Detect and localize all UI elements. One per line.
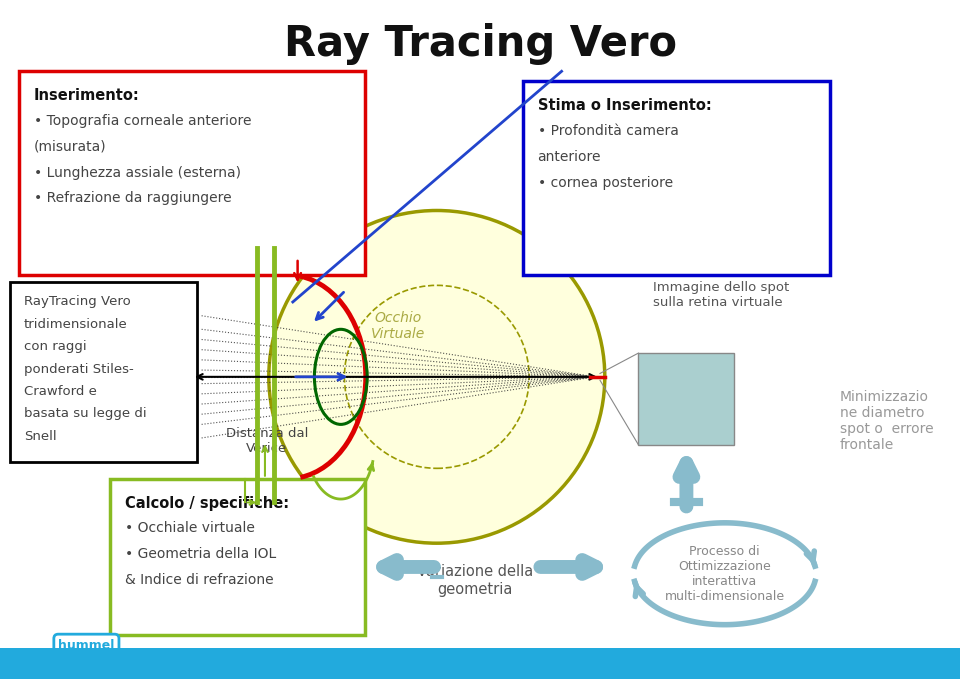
Bar bbox=[638, 353, 734, 445]
Text: Calcolo / specifiche:: Calcolo / specifiche: bbox=[125, 496, 289, 511]
Bar bbox=[10, 282, 197, 462]
Text: Stima o Inserimento:: Stima o Inserimento: bbox=[538, 98, 711, 113]
Text: • Refrazione da raggiungere: • Refrazione da raggiungere bbox=[34, 191, 231, 206]
Text: Immagine dello spot
sulla retina virtuale: Immagine dello spot sulla retina virtual… bbox=[653, 281, 789, 310]
Text: & Indice di refrazione: & Indice di refrazione bbox=[125, 573, 274, 587]
Text: con raggi: con raggi bbox=[24, 340, 86, 353]
Bar bbox=[0, 648, 960, 679]
Text: Minimizzazio
ne diametro
spot o  errore
frontale: Minimizzazio ne diametro spot o errore f… bbox=[840, 390, 934, 452]
Text: • Lunghezza assiale (esterna): • Lunghezza assiale (esterna) bbox=[34, 166, 241, 180]
Text: Inserimento:: Inserimento: bbox=[34, 88, 139, 103]
Bar bbox=[523, 81, 830, 275]
Text: Distanza dal
Verice: Distanza dal Verice bbox=[226, 427, 308, 456]
Text: hummel: hummel bbox=[59, 638, 114, 652]
Text: Snell: Snell bbox=[24, 430, 57, 443]
Text: Crawford e: Crawford e bbox=[24, 385, 97, 398]
Text: RayTracing Vero: RayTracing Vero bbox=[24, 295, 131, 308]
Text: Processo di
Ottimizzazione
interattiva
multi-dimensionale: Processo di Ottimizzazione interattiva m… bbox=[664, 545, 785, 603]
Text: (misurata): (misurata) bbox=[34, 140, 107, 154]
Text: • Occhiale virtuale: • Occhiale virtuale bbox=[125, 521, 254, 536]
Text: tridimensionale: tridimensionale bbox=[24, 318, 128, 331]
Text: anteriore: anteriore bbox=[538, 150, 601, 164]
Text: • cornea posteriore: • cornea posteriore bbox=[538, 176, 673, 190]
Bar bbox=[110, 479, 365, 635]
Text: Variazione della
geometria: Variazione della geometria bbox=[417, 564, 534, 597]
Text: ponderati Stiles-: ponderati Stiles- bbox=[24, 363, 133, 375]
Text: • Topografia corneale anteriore: • Topografia corneale anteriore bbox=[34, 114, 252, 128]
Text: Ray Tracing Vero: Ray Tracing Vero bbox=[283, 23, 677, 65]
Bar bbox=[19, 71, 365, 275]
Text: • Profondità camera: • Profondità camera bbox=[538, 124, 679, 139]
Ellipse shape bbox=[345, 285, 529, 469]
Text: Occhio
Virtuale: Occhio Virtuale bbox=[372, 311, 425, 341]
Ellipse shape bbox=[269, 210, 605, 543]
Text: basata su legge di: basata su legge di bbox=[24, 407, 147, 420]
Text: • Geometria della IOL: • Geometria della IOL bbox=[125, 547, 276, 562]
